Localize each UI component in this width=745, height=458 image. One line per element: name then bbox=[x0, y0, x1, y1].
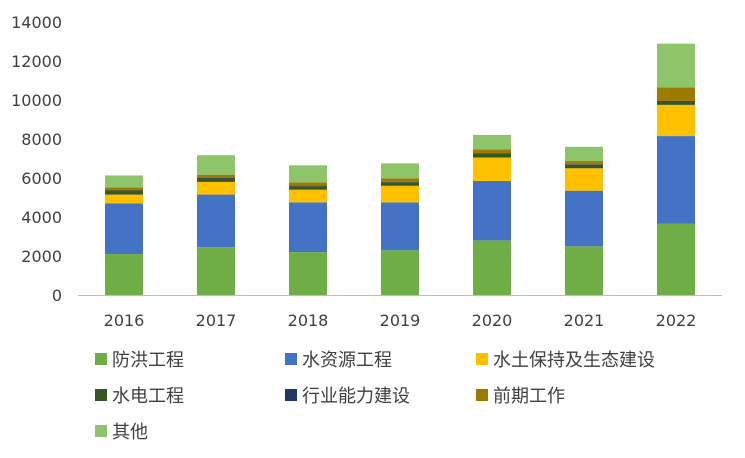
legend-swatch bbox=[285, 389, 297, 401]
x-tick-label: 2022 bbox=[656, 311, 697, 330]
bars bbox=[105, 43, 695, 295]
bar-segment-2022-s2 bbox=[657, 104, 695, 137]
bar-segment-2020-s3 bbox=[473, 154, 511, 158]
bar-segment-2017-s3 bbox=[197, 178, 235, 182]
bar-segment-2020-s5 bbox=[473, 149, 511, 154]
bar-segment-2021-s0 bbox=[565, 246, 603, 295]
bar-segment-2016-s5 bbox=[105, 187, 143, 191]
bar-segment-2019-s6 bbox=[381, 163, 419, 179]
bar-segment-2021-s5 bbox=[565, 161, 603, 165]
x-tick-label: 2019 bbox=[380, 311, 421, 330]
y-tick-label: 2000 bbox=[21, 247, 62, 266]
legend-swatch bbox=[95, 389, 107, 401]
legend-swatch bbox=[95, 425, 107, 437]
x-tick-label: 2021 bbox=[564, 311, 605, 330]
x-tick-label: 2020 bbox=[472, 311, 513, 330]
x-tick-label: 2017 bbox=[196, 311, 237, 330]
bar-segment-2017-s0 bbox=[197, 247, 235, 295]
bar-segment-2021-s3 bbox=[565, 164, 603, 169]
bar-segment-2018-s1 bbox=[289, 202, 327, 253]
legend-label: 行业能力建设 bbox=[302, 386, 410, 407]
bar-segment-2020-s4 bbox=[473, 153, 511, 155]
y-tick-label: 12000 bbox=[11, 52, 62, 71]
y-tick-label: 6000 bbox=[21, 169, 62, 188]
bar-segment-2022-s6 bbox=[657, 43, 695, 88]
legend-swatch bbox=[476, 389, 488, 401]
y-tick-label: 0 bbox=[52, 286, 62, 305]
x-tick-label: 2018 bbox=[288, 311, 329, 330]
bar-segment-2020-s6 bbox=[473, 134, 511, 150]
bar-segment-2019-s0 bbox=[381, 250, 419, 295]
legend-swatch bbox=[285, 353, 297, 365]
bar-segment-2016-s2 bbox=[105, 194, 143, 204]
bar-segment-2019-s2 bbox=[381, 185, 419, 203]
bar-segment-2022-s0 bbox=[657, 223, 695, 295]
legend-label: 水土保持及生态建设 bbox=[493, 350, 655, 371]
bar-segment-2017-s5 bbox=[197, 174, 235, 178]
x-tick-label: 2016 bbox=[104, 311, 145, 330]
bar-segment-2016-s0 bbox=[105, 254, 143, 295]
x-axis-ticks: 2016 2017 2018 2019 2020 2021 2022 bbox=[104, 311, 697, 330]
bar-segment-2018-s0 bbox=[289, 252, 327, 295]
bar-segment-2019-s3 bbox=[381, 182, 419, 186]
bar-segment-2017-s4 bbox=[197, 178, 235, 179]
bar-segment-2022-s1 bbox=[657, 136, 695, 224]
legend-swatch bbox=[476, 353, 488, 365]
bar-segment-2019-s1 bbox=[381, 202, 419, 251]
bar-segment-2021-s4 bbox=[565, 164, 603, 165]
bar-segment-2021-s1 bbox=[565, 190, 603, 247]
bar-segment-2016-s3 bbox=[105, 191, 143, 195]
bar-segment-2018-s5 bbox=[289, 182, 327, 186]
bar-segment-2020-s2 bbox=[473, 157, 511, 181]
bar-segment-2016-s1 bbox=[105, 203, 143, 255]
bar-segment-2021-s6 bbox=[565, 146, 603, 162]
legend-swatch bbox=[95, 353, 107, 365]
y-axis-ticks: 0 2000 4000 6000 8000 10000 12000 14000 bbox=[11, 13, 62, 305]
y-tick-label: 8000 bbox=[21, 130, 62, 149]
bar-segment-2020-s1 bbox=[473, 180, 511, 241]
bar-segment-2018-s4 bbox=[289, 185, 327, 187]
bar-segment-2018-s3 bbox=[289, 186, 327, 190]
bar-segment-2017-s2 bbox=[197, 181, 235, 195]
bar-segment-2022-s4 bbox=[657, 100, 695, 102]
bar-segment-2017-s6 bbox=[197, 155, 235, 175]
bar-segment-2019-s4 bbox=[381, 181, 419, 183]
y-tick-label: 10000 bbox=[11, 91, 62, 110]
bar-segment-2017-s1 bbox=[197, 194, 235, 248]
y-tick-label: 4000 bbox=[21, 208, 62, 227]
bar-segment-2019-s5 bbox=[381, 178, 419, 182]
legend-label: 水资源工程 bbox=[302, 350, 392, 371]
bar-segment-2021-s2 bbox=[565, 168, 603, 191]
bar-segment-2018-s6 bbox=[289, 165, 327, 183]
legend-label: 前期工作 bbox=[493, 386, 565, 407]
bar-segment-2022-s3 bbox=[657, 101, 695, 105]
bar-segment-2020-s0 bbox=[473, 240, 511, 295]
y-tick-label: 14000 bbox=[11, 13, 62, 32]
bar-segment-2018-s2 bbox=[289, 189, 327, 203]
legend-label: 其他 bbox=[112, 422, 148, 443]
bar-segment-2022-s5 bbox=[657, 87, 695, 101]
bar-segment-2016-s4 bbox=[105, 190, 143, 192]
legend-label: 水电工程 bbox=[112, 386, 184, 407]
bar-segment-2016-s6 bbox=[105, 175, 143, 188]
legend-label: 防洪工程 bbox=[112, 350, 184, 371]
